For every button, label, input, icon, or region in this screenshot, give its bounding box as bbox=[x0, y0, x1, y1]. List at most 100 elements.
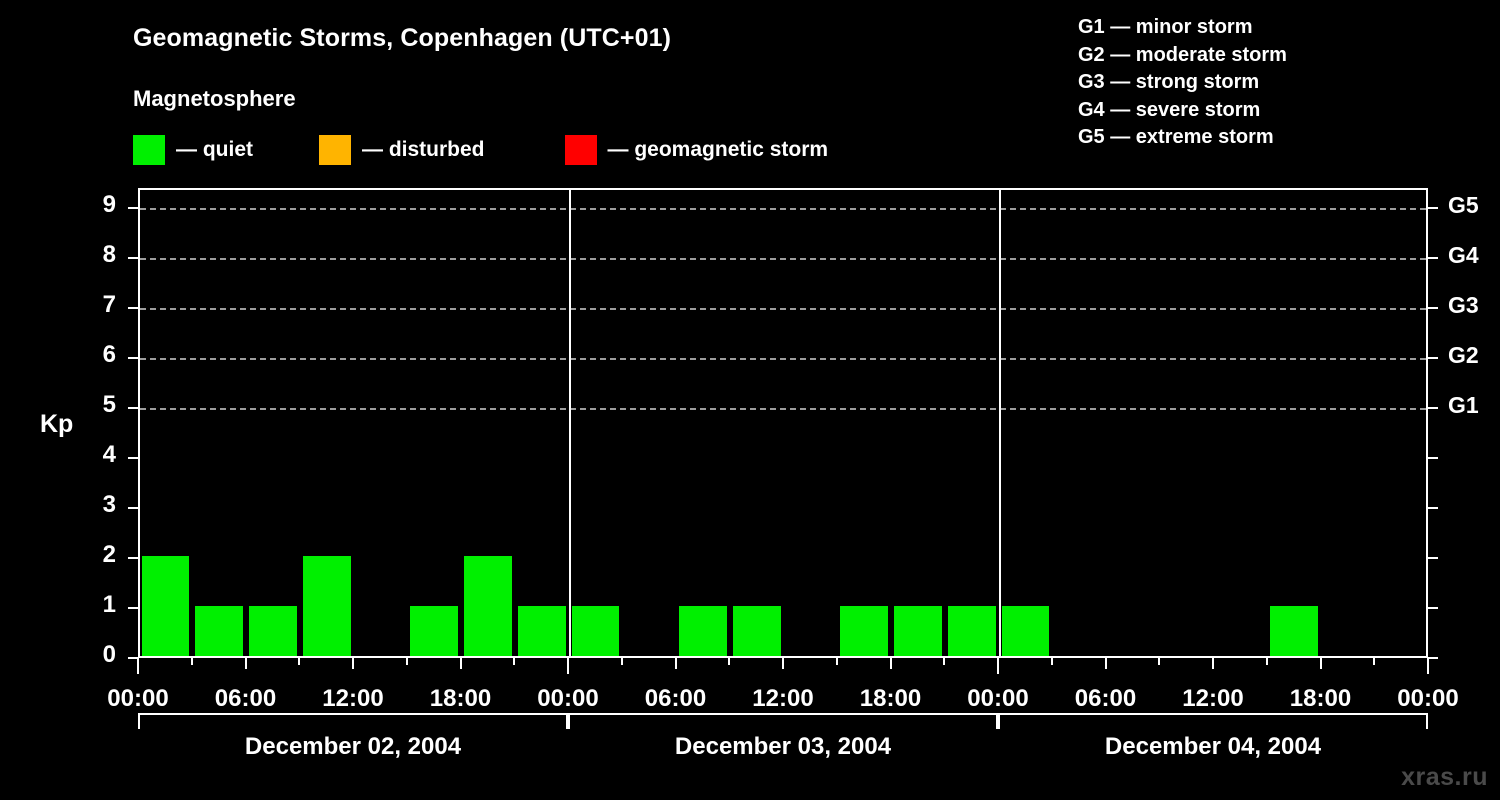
day-label-1: December 02, 2004 bbox=[244, 733, 462, 760]
y-axis-label: Kp bbox=[40, 410, 74, 438]
x-tick-label-54h: 06:00 bbox=[1074, 685, 1137, 712]
x-minor-tick-15h bbox=[405, 658, 408, 665]
x-tick-54h bbox=[1104, 658, 1107, 669]
g-scale-line-4: G4 — severe storm bbox=[1078, 98, 1261, 121]
y-tick-8 bbox=[128, 257, 138, 259]
bar bbox=[141, 556, 190, 656]
y-tick-1 bbox=[128, 607, 138, 609]
x-tick-label-42h: 18:00 bbox=[859, 685, 922, 712]
x-minor-tick-69h bbox=[1373, 658, 1376, 665]
bar bbox=[947, 606, 996, 656]
bar bbox=[894, 606, 942, 656]
legend-label-quiet: — quiet bbox=[176, 138, 253, 161]
x-tick-72h bbox=[1427, 658, 1429, 674]
y-right-label-G3: G3 bbox=[1448, 292, 1479, 318]
x-tick-48h bbox=[997, 658, 999, 674]
legend-swatch-geomagnetic-storm bbox=[564, 135, 597, 165]
bar bbox=[679, 606, 727, 656]
x-tick-6h bbox=[244, 658, 247, 669]
x-minor-tick-3h bbox=[190, 658, 193, 665]
legend-swatch-quiet bbox=[133, 135, 165, 165]
legend-item-quiet: — quiet bbox=[133, 135, 253, 165]
x-tick-label-72h: 00:00 bbox=[1397, 685, 1459, 712]
g-scale-line-1: G1 — minor storm bbox=[1078, 16, 1253, 38]
y-right-tick-G2 bbox=[1428, 357, 1438, 359]
day-bracket-3 bbox=[998, 713, 1428, 729]
legend-swatch-disturbed bbox=[319, 135, 351, 165]
legend-label-disturbed: — disturbed bbox=[362, 138, 485, 161]
y-right-label-G4: G4 bbox=[1448, 242, 1479, 268]
legend-item-geomagnetic-storm: — geomagnetic storm bbox=[564, 135, 829, 165]
y-right-tick-G1 bbox=[1428, 407, 1438, 409]
y-right-tick-G5 bbox=[1428, 207, 1438, 209]
day-label-3: December 04, 2004 bbox=[1104, 733, 1322, 760]
x-tick-42h bbox=[889, 658, 892, 669]
gridline-kp-6 bbox=[140, 358, 1426, 360]
x-tick-label-30h: 06:00 bbox=[644, 685, 707, 712]
y-right-minor-tick-4 bbox=[1428, 457, 1438, 459]
watermark: xras.ru bbox=[1401, 763, 1488, 791]
y-tick-label-4: 4 bbox=[102, 441, 116, 468]
bar bbox=[732, 606, 781, 656]
y-tick-label-2: 2 bbox=[102, 541, 116, 568]
x-minor-tick-57h bbox=[1158, 658, 1161, 665]
day-bracket-2 bbox=[568, 713, 998, 729]
plot-inner bbox=[140, 190, 1426, 656]
g-scale-line-2: G2 — moderate storm bbox=[1078, 43, 1287, 66]
gridline-kp-9 bbox=[140, 208, 1426, 210]
y-tick-0 bbox=[128, 657, 138, 659]
y-tick-label-6: 6 bbox=[102, 341, 116, 368]
x-minor-tick-27h bbox=[620, 658, 623, 665]
y-tick-label-1: 1 bbox=[102, 591, 116, 618]
y-tick-label-8: 8 bbox=[102, 241, 116, 268]
x-tick-label-66h: 18:00 bbox=[1289, 685, 1352, 712]
g-scale-line-3: G3 — strong storm bbox=[1078, 71, 1260, 93]
x-tick-18h bbox=[459, 658, 462, 669]
x-tick-label-6h: 06:00 bbox=[214, 685, 277, 712]
y-right-minor-tick-2 bbox=[1428, 557, 1438, 559]
gridline-kp-8 bbox=[140, 258, 1426, 260]
x-tick-label-0h: 00:00 bbox=[107, 685, 169, 712]
x-minor-tick-39h bbox=[835, 658, 838, 665]
y-right-label-G5: G5 bbox=[1448, 192, 1479, 218]
y-tick-2 bbox=[128, 557, 138, 559]
x-minor-tick-45h bbox=[943, 658, 946, 665]
x-tick-36h bbox=[782, 658, 784, 669]
bar bbox=[464, 556, 512, 656]
g-scale-legend: G1 — minor storm G2 — moderate storm G3 — … bbox=[1078, 14, 1287, 152]
bar bbox=[302, 556, 351, 656]
page-title: Geomagnetic Storms, Copenhagen (UTC+01) bbox=[133, 24, 672, 52]
y-tick-label-9: 9 bbox=[102, 191, 116, 218]
day-label-2: December 03, 2004 bbox=[674, 733, 892, 760]
x-tick-0h bbox=[137, 658, 139, 674]
y-right-tick-G4 bbox=[1428, 257, 1438, 259]
bar bbox=[571, 606, 620, 656]
y-right-minor-tick-0 bbox=[1428, 657, 1438, 659]
x-tick-label-24h: 00:00 bbox=[537, 685, 599, 712]
x-tick-12h bbox=[352, 658, 354, 669]
g-scale-line-5: G5 — extreme storm bbox=[1078, 126, 1274, 148]
x-minor-tick-21h bbox=[513, 658, 516, 665]
legend-label-geomagnetic-storm: — geomagnetic storm bbox=[607, 138, 829, 161]
day-bracket-1 bbox=[138, 713, 568, 729]
y-tick-label-5: 5 bbox=[102, 391, 116, 418]
x-tick-label-36h: 12:00 bbox=[752, 685, 814, 712]
plot-area bbox=[138, 188, 1428, 658]
bar bbox=[1270, 606, 1318, 656]
day-divider bbox=[999, 190, 1001, 656]
gridline-kp-5 bbox=[140, 408, 1426, 410]
x-tick-60h bbox=[1212, 658, 1214, 669]
y-tick-6 bbox=[128, 357, 138, 359]
bar bbox=[517, 606, 566, 656]
y-tick-9 bbox=[128, 207, 138, 209]
y-right-minor-tick-3 bbox=[1428, 507, 1438, 509]
bar bbox=[195, 606, 243, 656]
y-tick-label-7: 7 bbox=[102, 291, 116, 318]
y-right-label-G2: G2 bbox=[1448, 342, 1479, 368]
y-right-minor-tick-1 bbox=[1428, 607, 1438, 609]
x-tick-label-48h: 00:00 bbox=[967, 685, 1029, 712]
x-tick-66h bbox=[1319, 658, 1322, 669]
x-tick-30h bbox=[674, 658, 677, 669]
y-tick-5 bbox=[128, 407, 138, 409]
